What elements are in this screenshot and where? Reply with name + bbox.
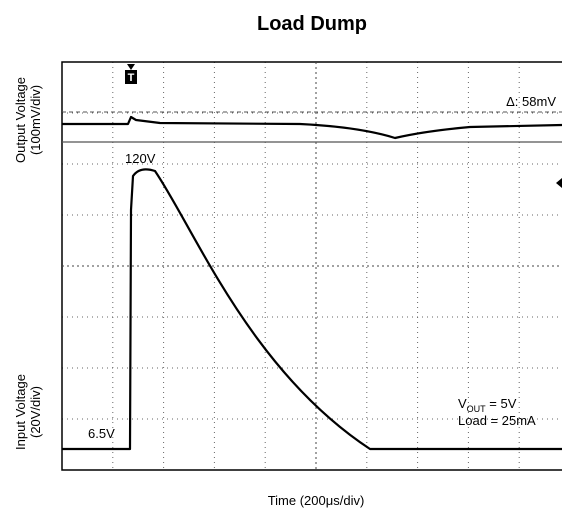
input-trace — [62, 168, 562, 451]
level-marker — [556, 178, 562, 188]
trigger-box — [125, 70, 137, 84]
grid — [62, 62, 562, 470]
peak-label: 120V — [125, 151, 156, 166]
delta-label: Δ: 58mV — [506, 94, 556, 109]
y-label-line: (20V/div) — [28, 386, 43, 438]
vout-label: VOUT = 5V — [458, 396, 517, 414]
x-label: Time (200μs/div) — [268, 493, 365, 508]
y-label-line: Output Voltage — [13, 77, 28, 163]
y-label-line: Input Voltage — [13, 374, 28, 450]
trigger-label: T — [128, 72, 135, 84]
output-trace — [62, 115, 562, 140]
y-label-top: Output Voltage (100mV/div) — [13, 77, 43, 163]
base-label: 6.5V — [88, 426, 115, 441]
title: Load Dump — [257, 13, 367, 35]
trigger-arrow — [127, 64, 135, 70]
y-label-bottom: Input Voltage (20V/div) — [13, 374, 43, 450]
y-label-line: (100mV/div) — [28, 85, 43, 155]
load-label: Load = 25mA — [458, 413, 536, 428]
